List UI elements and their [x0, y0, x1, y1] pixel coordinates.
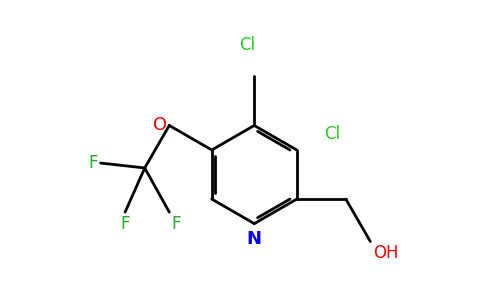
Text: O: O: [152, 116, 167, 134]
Text: F: F: [172, 214, 181, 232]
Text: OH: OH: [373, 244, 398, 262]
Text: F: F: [121, 214, 130, 232]
Text: Cl: Cl: [239, 36, 255, 54]
Text: N: N: [247, 230, 262, 247]
Text: Cl: Cl: [324, 125, 341, 143]
Text: F: F: [89, 154, 98, 172]
